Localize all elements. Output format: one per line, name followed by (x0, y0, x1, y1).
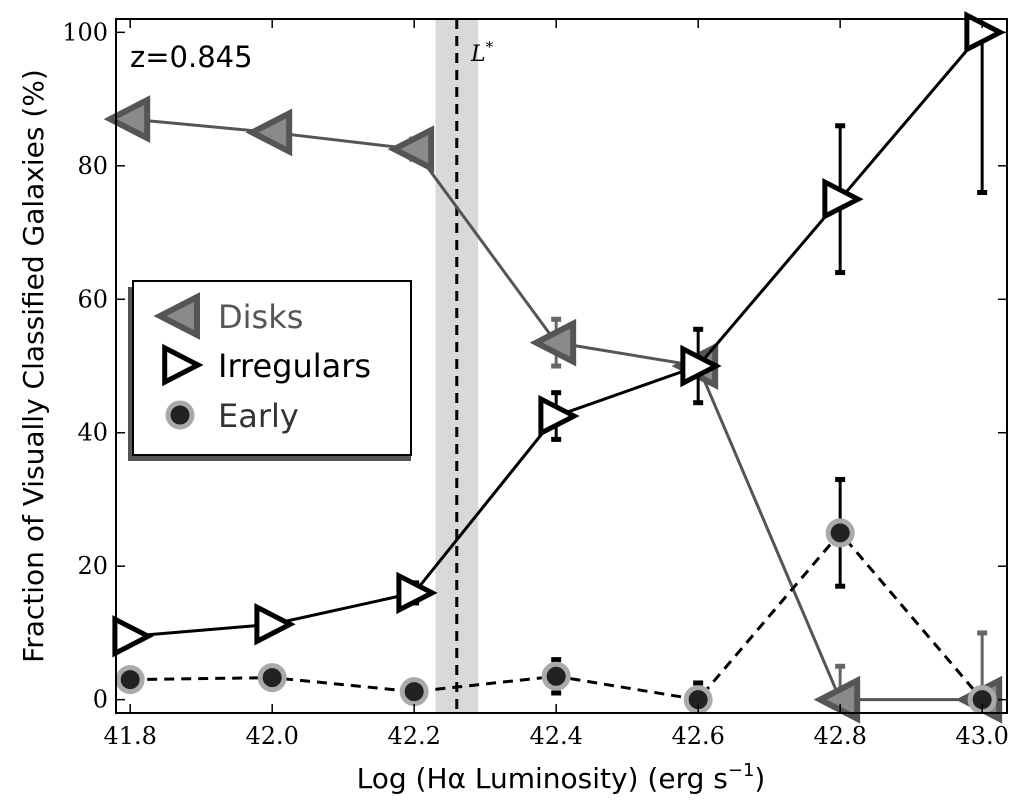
redshift-annotation: z=0.845 (130, 40, 253, 74)
legend-label-disks: Disks (218, 298, 303, 336)
legend-marker-early (165, 400, 195, 430)
data-layer (103, 11, 1006, 724)
marker-disks (813, 675, 861, 724)
plot-frame (115, 18, 1008, 714)
legend: Disks Irregulars Early (128, 280, 412, 461)
y-tick-label: 60 (77, 285, 108, 313)
x-axis-title: Log (Hα Luminosity) (erg s−1) (357, 760, 766, 795)
series-irregulars (112, 11, 1006, 658)
marker-irregulars (538, 394, 580, 438)
series-early (115, 476, 997, 715)
marker-irregulars (112, 615, 154, 658)
marker-irregulars (254, 603, 296, 646)
y-tick-label: 20 (77, 552, 108, 580)
x-axis-title-sup: −1 (728, 760, 755, 781)
marker-early (399, 677, 429, 707)
marker-early (825, 518, 855, 548)
marker-disks (103, 95, 151, 144)
y-tick-label: 80 (77, 152, 108, 180)
y-tick-label: 0 (93, 686, 108, 714)
marker-disks (245, 108, 293, 157)
marker-irregulars (964, 11, 1006, 54)
marker-disks (387, 125, 435, 174)
legend-marker-disks (153, 292, 200, 340)
y-tick-label: 40 (77, 419, 108, 447)
tick-layer: 41.8 42.0 42.2 42.4 42.6 42.8 43.0 0 20 40 60 80 100 (62, 18, 1009, 750)
x-tick-label: 42.6 (671, 722, 724, 750)
legend-label-early: Early (218, 397, 299, 435)
lstar-label: L* (470, 38, 494, 67)
x-tick-label: 41.8 (103, 722, 156, 750)
marker-irregulars (822, 177, 864, 221)
marker-early (115, 665, 145, 695)
marker-irregulars (396, 571, 438, 615)
x-axis-title-end: ) (754, 762, 765, 795)
marker-early (541, 661, 571, 691)
marker-irregulars (680, 344, 722, 388)
legend-label-irregulars: Irregulars (218, 347, 371, 385)
x-tick-label: 43.0 (955, 722, 1008, 750)
legend-marker-irregulars (162, 343, 204, 387)
x-tick-label: 42.2 (387, 722, 440, 750)
marker-disks (529, 318, 577, 367)
legend-items: Disks Irregulars Early (153, 292, 371, 435)
x-axis-title-main: Log (Hα Luminosity) (erg s (357, 762, 728, 795)
x-tick-label: 42.4 (529, 722, 582, 750)
marker-early (257, 663, 287, 693)
x-tick-label: 42.8 (813, 722, 866, 750)
lstar-layer (435, 19, 479, 713)
x-tick-label: 42.0 (245, 722, 298, 750)
y-axis-title: Fraction of Visually Classified Galaxies… (17, 69, 50, 663)
y-tick-label: 100 (62, 18, 108, 46)
